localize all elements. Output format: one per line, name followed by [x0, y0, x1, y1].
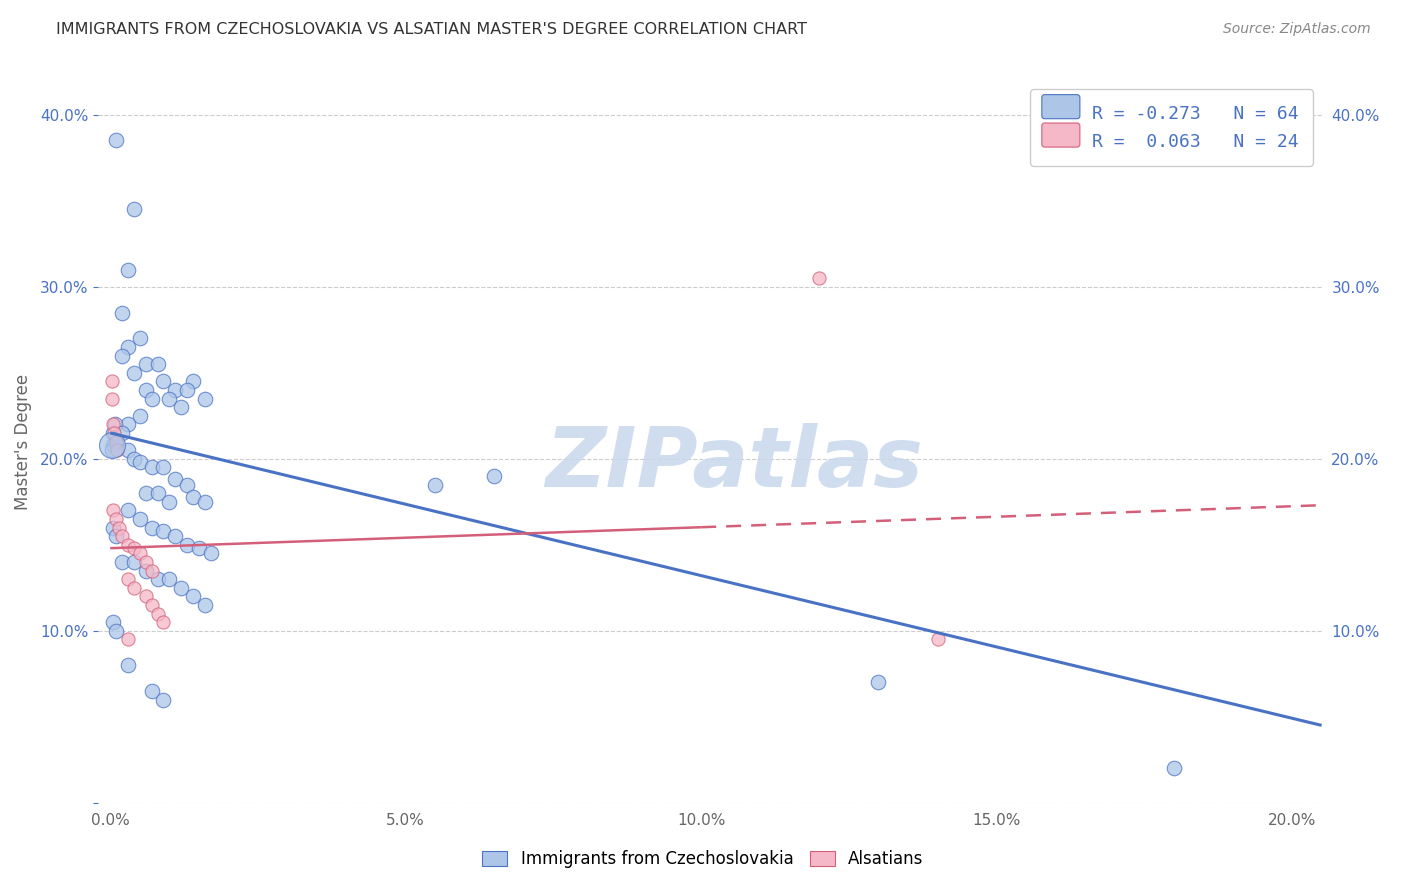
Point: [152, 460, 174, 475]
Legend: Immigrants from Czechoslovakia, Alsatians: Immigrants from Czechoslovakia, Alsatian…: [475, 844, 931, 875]
Point: [135, 357, 157, 371]
Point: [117, 262, 139, 277]
Legend: R = -0.273   N = 64, R =  0.063   N = 24: R = -0.273 N = 64, R = 0.063 N = 24: [1031, 89, 1313, 166]
Point: [128, 331, 150, 345]
Point: [122, 581, 145, 595]
Point: [152, 692, 174, 706]
Point: [111, 349, 134, 363]
Point: [103, 417, 125, 432]
Point: [117, 443, 139, 458]
Point: [101, 438, 124, 452]
Point: [122, 555, 145, 569]
Point: [103, 425, 125, 440]
Point: [135, 590, 157, 604]
Point: [128, 455, 150, 469]
Point: [484, 469, 506, 483]
Point: [117, 340, 139, 354]
Point: [927, 632, 949, 647]
Point: [122, 366, 145, 380]
Point: [117, 632, 139, 647]
Point: [181, 490, 204, 504]
Point: [152, 615, 174, 630]
Point: [141, 520, 163, 534]
Point: [170, 581, 193, 595]
Point: [105, 529, 128, 543]
Point: [176, 477, 198, 491]
Point: [135, 383, 157, 397]
Point: [152, 524, 174, 538]
Point: [105, 434, 128, 449]
Point: [104, 417, 127, 432]
Point: [105, 443, 128, 458]
Point: [176, 538, 198, 552]
Point: [111, 529, 134, 543]
Y-axis label: Master's Degree: Master's Degree: [14, 374, 32, 509]
Point: [141, 392, 163, 406]
Point: [101, 375, 124, 389]
Point: [141, 460, 163, 475]
Point: [105, 133, 128, 147]
Point: [135, 564, 157, 578]
Point: [122, 541, 145, 556]
Point: [122, 451, 145, 466]
Point: [117, 538, 139, 552]
Point: [105, 434, 128, 449]
Point: [146, 486, 169, 500]
Point: [146, 607, 169, 621]
Point: [135, 486, 157, 500]
Point: [128, 409, 150, 423]
Point: [868, 675, 890, 690]
Point: [103, 438, 125, 452]
Point: [117, 658, 139, 673]
Point: [117, 417, 139, 432]
Point: [194, 392, 217, 406]
Point: [117, 503, 139, 517]
Text: IMMIGRANTS FROM CZECHOSLOVAKIA VS ALSATIAN MASTER'S DEGREE CORRELATION CHART: IMMIGRANTS FROM CZECHOSLOVAKIA VS ALSATI…: [56, 22, 807, 37]
Point: [135, 555, 157, 569]
Text: ZIPatlas: ZIPatlas: [546, 423, 924, 504]
Point: [141, 598, 163, 612]
Point: [108, 520, 131, 534]
Point: [157, 494, 180, 508]
Point: [157, 572, 180, 586]
Point: [165, 383, 187, 397]
Point: [103, 520, 125, 534]
Point: [141, 684, 163, 698]
Point: [194, 494, 217, 508]
Point: [1163, 761, 1185, 775]
Point: [117, 572, 139, 586]
Point: [122, 202, 145, 217]
Point: [181, 375, 204, 389]
Point: [176, 383, 198, 397]
Point: [181, 590, 204, 604]
Point: [103, 425, 125, 440]
Point: [111, 305, 134, 319]
Point: [103, 615, 125, 630]
Point: [146, 357, 169, 371]
Point: [146, 572, 169, 586]
Text: Source: ZipAtlas.com: Source: ZipAtlas.com: [1223, 22, 1371, 37]
Point: [103, 503, 125, 517]
Point: [128, 512, 150, 526]
Point: [170, 400, 193, 414]
Point: [165, 529, 187, 543]
Point: [152, 375, 174, 389]
Point: [101, 392, 124, 406]
Point: [200, 546, 222, 560]
Point: [808, 271, 831, 285]
Point: [141, 564, 163, 578]
Point: [105, 624, 128, 638]
Point: [101, 443, 124, 458]
Point: [187, 541, 209, 556]
Point: [111, 555, 134, 569]
Point: [105, 512, 128, 526]
Point: [157, 392, 180, 406]
Point: [165, 472, 187, 486]
Point: [425, 477, 447, 491]
Point: [194, 598, 217, 612]
Point: [111, 425, 134, 440]
Point: [128, 546, 150, 560]
